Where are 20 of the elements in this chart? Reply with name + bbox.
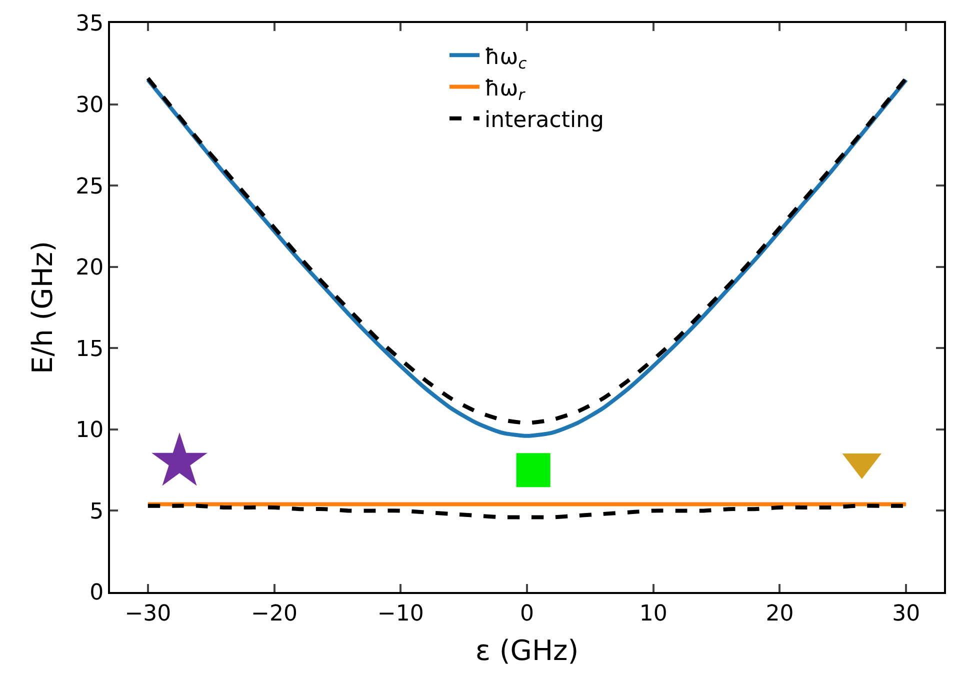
x-tick-label: −30 [124,601,172,626]
x-axis-title: ε (GHz) [475,634,579,667]
y-tick-label: 20 [76,256,104,281]
x-tick-label: −10 [377,601,424,626]
y-tick-label: 30 [76,92,104,118]
y-tick-label: 25 [76,174,104,200]
x-tick-label: 20 [766,601,794,626]
legend-label: ħω$_{r}$ [484,76,526,104]
legend-label: interacting [484,108,604,133]
y-tick-label: 5 [90,499,104,524]
x-tick-label: 0 [520,601,534,626]
y-tick-label: 10 [76,418,104,444]
y-tick-label: 0 [90,580,104,606]
legend-label: ħω$_{c}$ [484,44,528,72]
x-tick-label: 30 [892,601,920,626]
y-axis-title: E/h (GHz) [26,240,59,374]
x-tick-label: −20 [251,601,298,626]
y-tick-label: 15 [76,336,104,362]
y-tick-label: 35 [76,12,104,37]
x-tick-label: 10 [639,601,668,626]
